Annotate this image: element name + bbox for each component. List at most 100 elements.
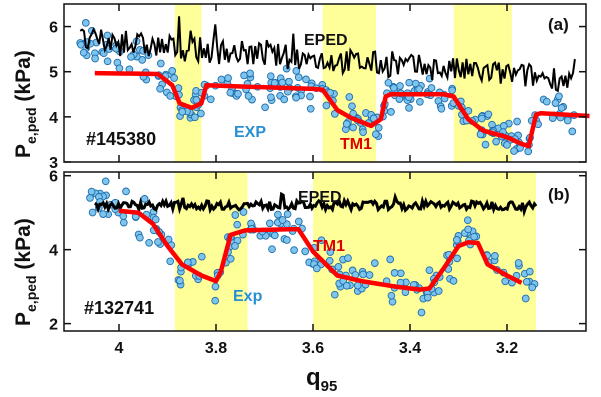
exp-point bbox=[226, 254, 235, 263]
exp-point bbox=[477, 114, 486, 123]
x-tick-label: 3.2 bbox=[496, 340, 518, 357]
exp-point bbox=[156, 59, 165, 68]
exp-point bbox=[244, 92, 253, 100]
exp-point bbox=[317, 236, 326, 245]
exp-point bbox=[405, 78, 414, 87]
exp-point bbox=[140, 195, 149, 203]
exp-point bbox=[325, 256, 334, 265]
exp-point bbox=[365, 271, 374, 279]
y-tick-label: 6 bbox=[49, 20, 58, 37]
exp-point bbox=[274, 210, 282, 219]
exp-point bbox=[387, 291, 396, 300]
exp-point bbox=[154, 238, 162, 246]
x-axis-label: q95 bbox=[306, 364, 337, 395]
exp-point bbox=[226, 88, 235, 97]
exp-point bbox=[145, 238, 153, 247]
plot-frame-a bbox=[63, 3, 587, 163]
exp-point bbox=[166, 92, 175, 100]
x-tick-label: 3.6 bbox=[302, 340, 324, 357]
exp-point bbox=[270, 231, 279, 240]
exp-point bbox=[151, 215, 160, 224]
exp-point bbox=[136, 233, 144, 242]
exp-point bbox=[374, 123, 383, 132]
exp-point bbox=[359, 128, 367, 137]
exp-point bbox=[491, 252, 499, 260]
exp-point bbox=[522, 277, 531, 286]
tm1-label-a: TM1 bbox=[340, 136, 372, 153]
exp-point bbox=[514, 259, 523, 267]
exp-point bbox=[217, 75, 226, 84]
exp-point bbox=[390, 269, 399, 277]
exp-point bbox=[464, 225, 473, 234]
shaded-regions-b bbox=[174, 172, 537, 331]
exp-point bbox=[551, 99, 560, 107]
exp-point bbox=[510, 147, 518, 155]
exp-point bbox=[348, 102, 356, 111]
exp-point bbox=[166, 257, 175, 266]
x-tick-label: 3.8 bbox=[205, 340, 227, 357]
exp-point bbox=[387, 108, 395, 116]
exp-point bbox=[525, 267, 534, 276]
eped-label-a: EPED bbox=[304, 32, 348, 49]
exp-point bbox=[370, 259, 379, 267]
exp-point bbox=[330, 290, 339, 299]
y-tick-label: 4 bbox=[49, 110, 58, 127]
exp-point bbox=[389, 84, 398, 92]
exp-point bbox=[521, 294, 530, 303]
exp-point bbox=[246, 69, 254, 78]
y-ticks-a: 3 4 5 6 bbox=[49, 20, 586, 172]
tm1-label-b: TM1 bbox=[313, 238, 345, 255]
y-axis-label-b: Pe,ped (kPa) bbox=[12, 218, 39, 326]
exp-point bbox=[156, 84, 164, 93]
y-axis-label-a: Pe,ped (kPa) bbox=[12, 50, 39, 158]
x-ticks-a bbox=[118, 4, 508, 162]
exp-point bbox=[425, 266, 434, 275]
y-tick-label: 6 bbox=[49, 169, 58, 186]
exp-point bbox=[88, 208, 97, 217]
shot-number-b: #132741 bbox=[84, 298, 154, 318]
shaded-region bbox=[322, 4, 377, 162]
exp-point bbox=[513, 117, 521, 126]
exp-point bbox=[344, 254, 352, 262]
exp-point bbox=[101, 177, 110, 186]
exp-point bbox=[557, 104, 566, 112]
plot-frame-b bbox=[63, 171, 587, 332]
exp-point bbox=[384, 78, 393, 87]
exp-point bbox=[211, 282, 220, 291]
y-tick-label: 4 bbox=[49, 243, 58, 260]
exp-point bbox=[322, 101, 331, 110]
exp-point bbox=[234, 89, 242, 98]
exp-point bbox=[301, 247, 310, 256]
exp-point bbox=[528, 283, 537, 292]
exp-point bbox=[386, 255, 395, 264]
x-tick-label: 4 bbox=[115, 340, 124, 357]
exp-point bbox=[283, 236, 291, 244]
exp-point bbox=[423, 293, 432, 302]
exp-point bbox=[81, 19, 90, 27]
exp-point bbox=[231, 242, 239, 250]
exp-point bbox=[178, 107, 187, 116]
y-tick-label: 3 bbox=[49, 155, 58, 172]
exp-point bbox=[470, 232, 478, 241]
exp-point bbox=[119, 218, 128, 227]
exp-point bbox=[434, 287, 443, 295]
exp-point bbox=[206, 95, 215, 104]
exp-label-a: EXP bbox=[234, 124, 266, 141]
panel-label-a: (a) bbox=[548, 15, 569, 34]
exp-point bbox=[396, 82, 404, 90]
eped-label-b: EPED bbox=[298, 189, 342, 206]
exp-point bbox=[417, 308, 426, 317]
exp-point bbox=[138, 56, 147, 64]
y-ticks-b: 2 4 6 bbox=[49, 169, 586, 334]
exp-point bbox=[302, 75, 310, 84]
exp-point bbox=[280, 95, 289, 104]
exp-point bbox=[448, 86, 456, 95]
exp-point bbox=[283, 210, 292, 219]
exp-point bbox=[278, 216, 287, 224]
exp-point bbox=[266, 72, 275, 81]
exp-point bbox=[345, 93, 354, 101]
exp-point bbox=[563, 116, 572, 125]
exp-point bbox=[463, 216, 472, 225]
exp-point bbox=[415, 85, 424, 93]
